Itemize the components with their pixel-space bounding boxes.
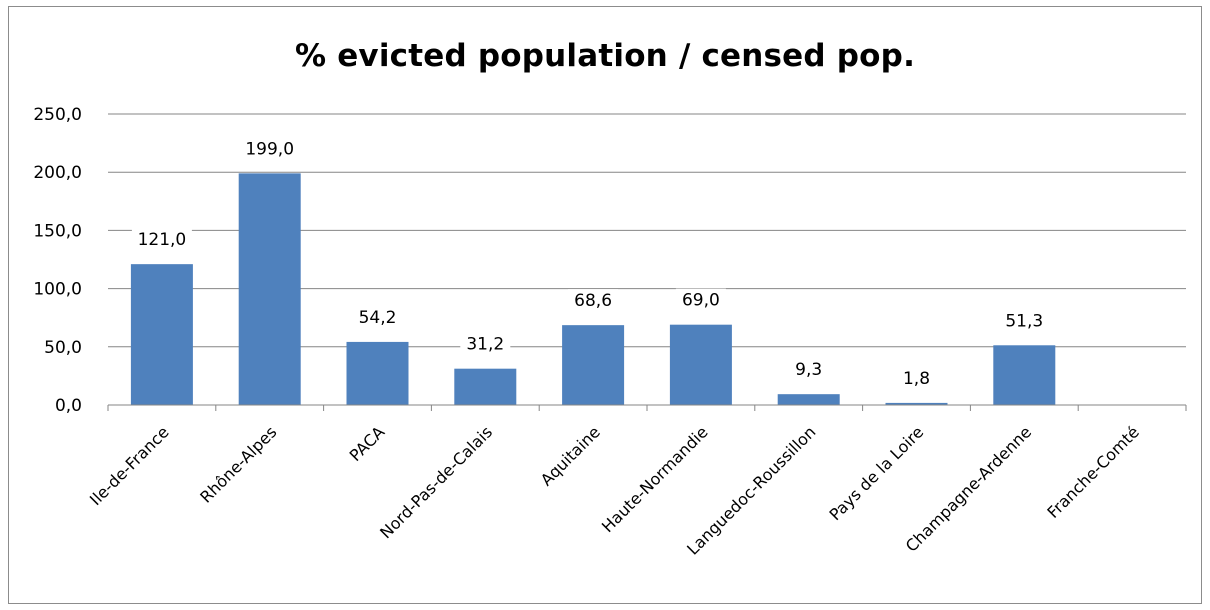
data-label-background (896, 366, 937, 389)
data-label: 121,0 (138, 230, 187, 250)
data-label: 9,3 (795, 360, 822, 380)
bars (130, 173, 1056, 405)
bar (993, 345, 1056, 405)
data-label-background (239, 137, 300, 160)
data-label-background (131, 228, 192, 251)
data-labels: 121,0 199,0 54,2 31,2 68,6 69,0 9,3 1,8 51,3 (131, 137, 1050, 389)
category-label: Aquitaine (537, 422, 604, 489)
y-axis-tick-labels: 0,0 50,0 100,0 150,0 200,0 250,0 (33, 105, 82, 416)
data-label: 68,6 (574, 291, 612, 311)
category-label: Ile-de-France (86, 422, 173, 509)
y-tick-label: 150,0 (33, 221, 82, 241)
x-axis (107, 404, 1187, 411)
category-label: Champagne-Ardenne (902, 422, 1035, 555)
data-label-background (675, 288, 726, 311)
data-label-background (460, 332, 511, 355)
category-labels: Ile-de-France Rhône-Alpes PACANord-Pas-de-… (86, 422, 1143, 558)
data-label: 51,3 (1005, 311, 1043, 331)
data-label-background (999, 309, 1050, 332)
category-label: Pays de la Loire (826, 422, 928, 524)
data-label: 1,8 (903, 369, 930, 389)
y-tick-label: 100,0 (33, 280, 82, 300)
category-label: Nord-Pas-de-Calais (376, 422, 496, 542)
y-tick-label: 250,0 (33, 105, 82, 125)
bar (562, 325, 625, 405)
data-label-background (352, 305, 403, 328)
y-tick-label: 50,0 (44, 338, 82, 358)
data-label-background (788, 358, 829, 381)
bar (777, 394, 840, 405)
category-label: Rhône-Alpes (196, 422, 280, 506)
data-label: 69,0 (682, 291, 720, 311)
bar (238, 173, 301, 405)
category-label: Franche-Comté (1043, 422, 1143, 522)
data-label-background (568, 289, 619, 312)
chart-title: % evicted population / censed pop. (294, 38, 916, 74)
bar (669, 324, 732, 405)
y-tick-label: 200,0 (33, 163, 82, 183)
bar (454, 368, 517, 405)
bar (346, 341, 409, 405)
bar (885, 402, 948, 405)
y-tick-label: 0,0 (55, 396, 82, 416)
data-label: 31,2 (466, 335, 504, 355)
data-label: 199,0 (245, 139, 294, 159)
bar (130, 264, 193, 405)
category-label: PACA (346, 422, 389, 465)
data-label: 54,2 (359, 308, 397, 328)
category-label: Haute-Normandie (598, 422, 712, 536)
